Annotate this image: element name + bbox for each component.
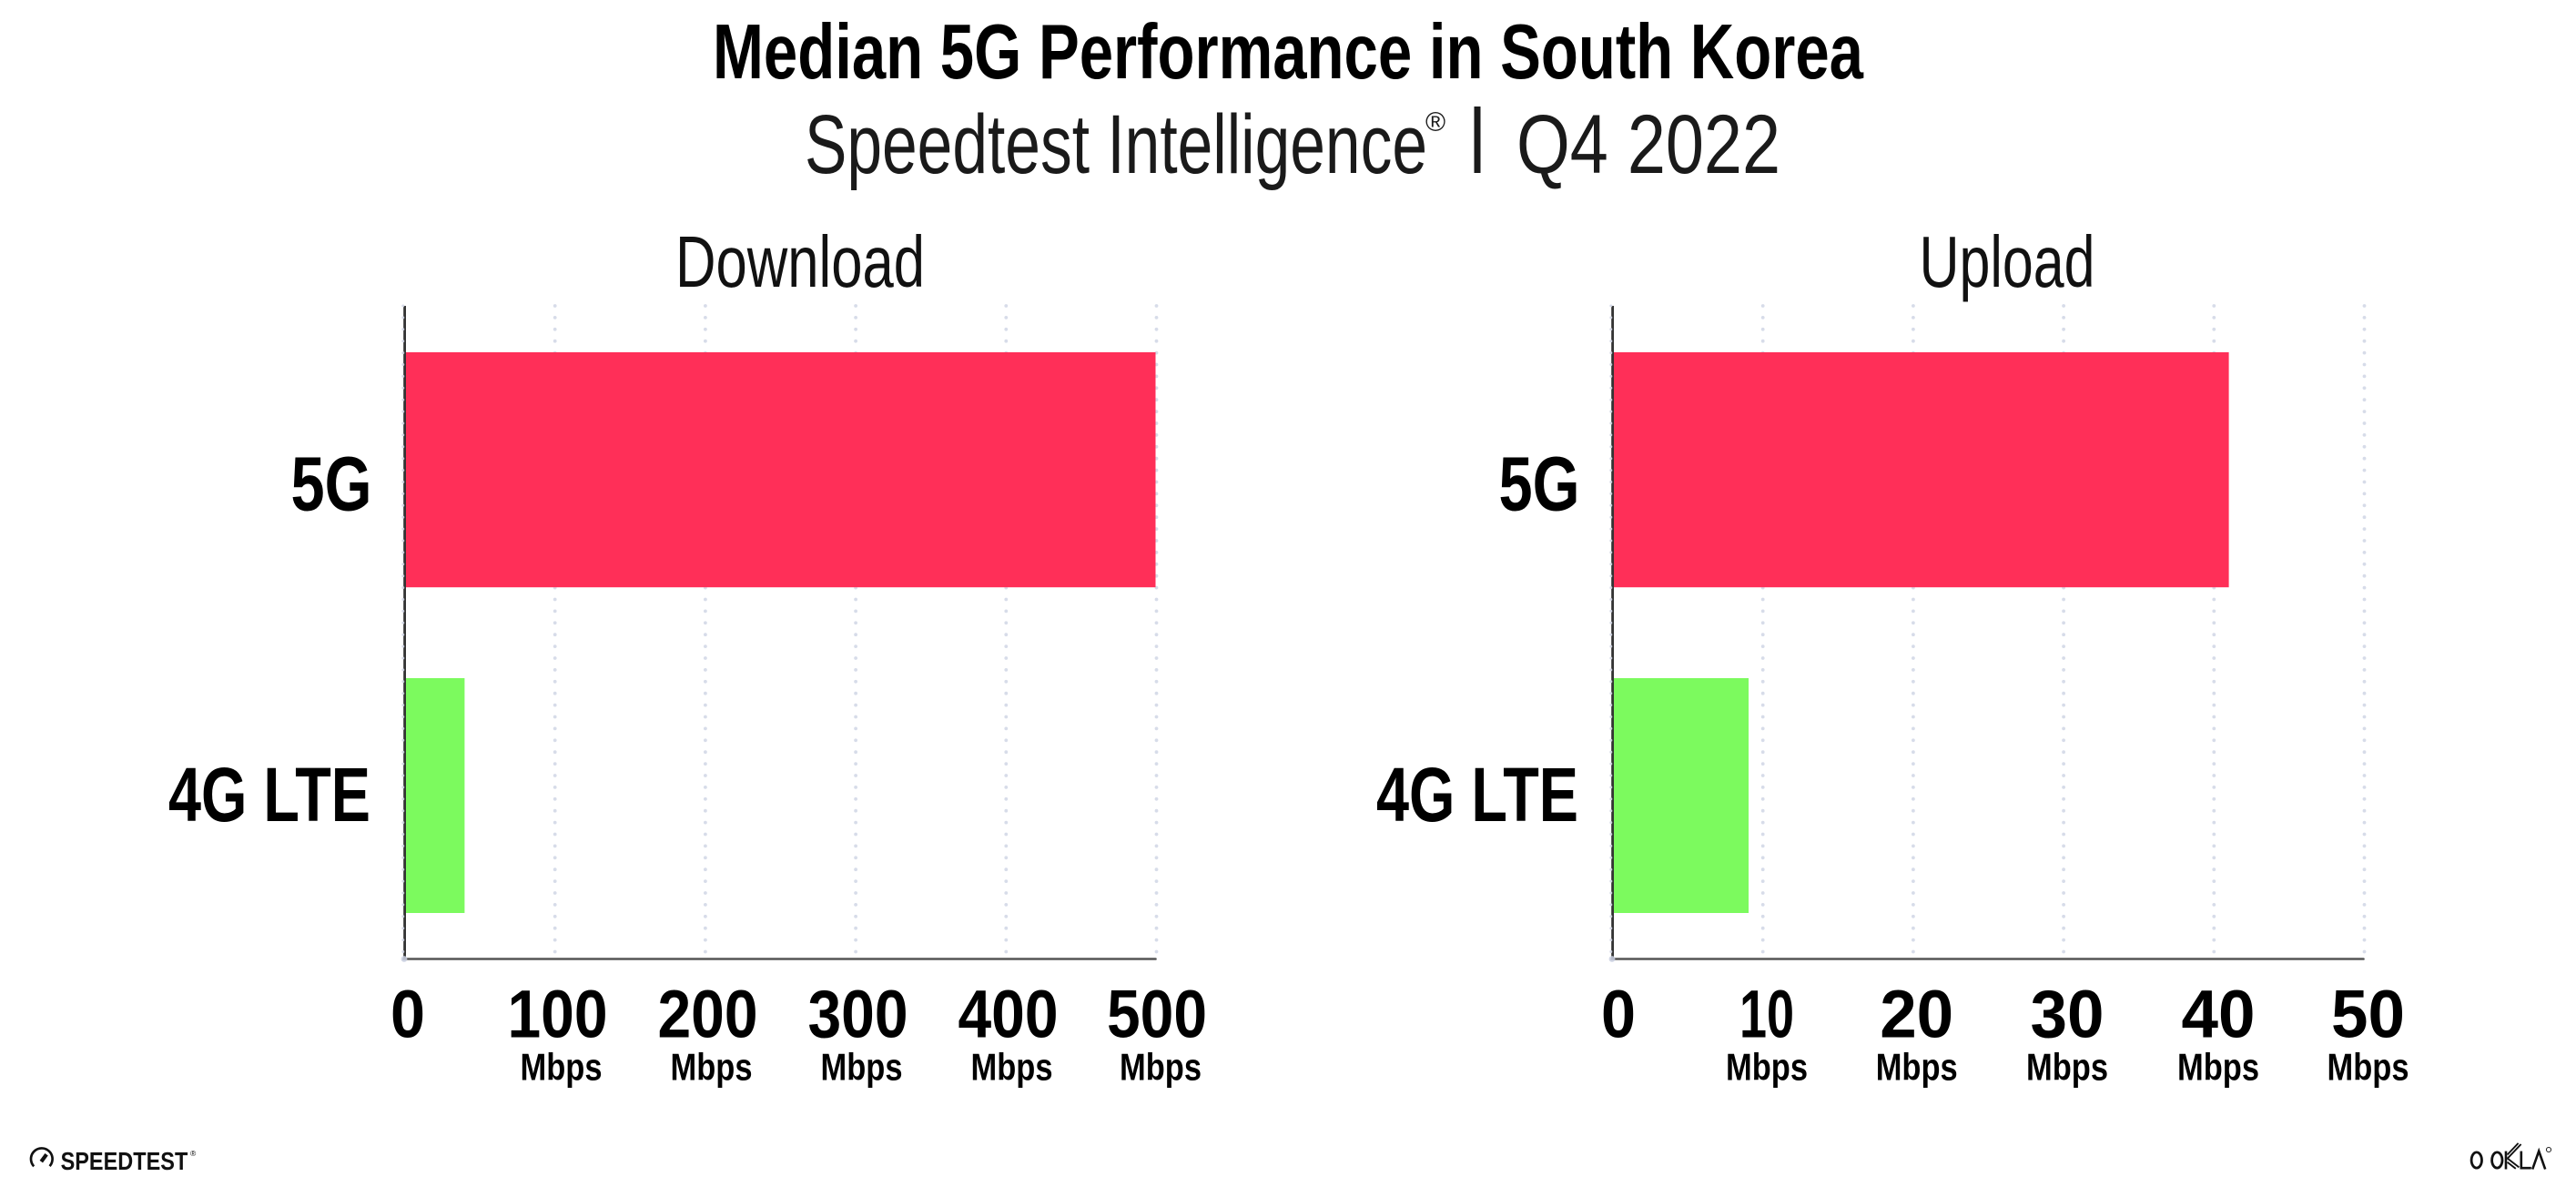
svg-text:20: 20	[1880, 977, 1953, 1052]
svg-text:Mbps: Mbps	[2328, 1046, 2409, 1089]
svg-text:4G LTE: 4G LTE	[1376, 752, 1578, 837]
svg-text:40: 40	[2182, 977, 2256, 1052]
svg-text:®: ®	[190, 1149, 197, 1158]
svg-text:Mbps: Mbps	[1876, 1046, 1958, 1089]
svg-text:Mbps: Mbps	[971, 1046, 1053, 1089]
svg-text:0: 0	[1601, 977, 1636, 1052]
svg-text:Mbps: Mbps	[521, 1046, 603, 1089]
svg-text:Mbps: Mbps	[2177, 1046, 2259, 1089]
svg-text:300: 300	[808, 977, 908, 1052]
svg-text:Mbps: Mbps	[2026, 1046, 2108, 1089]
svg-text:200: 200	[658, 977, 758, 1052]
svg-text:30: 30	[2031, 977, 2104, 1052]
svg-text:0: 0	[390, 977, 425, 1052]
svg-text:Mbps: Mbps	[671, 1046, 753, 1089]
svg-text:Mbps: Mbps	[1726, 1046, 1808, 1089]
svg-text:®: ®	[1425, 107, 1445, 137]
svg-text:Mbps: Mbps	[1120, 1046, 1202, 1089]
svg-text:Mbps: Mbps	[821, 1046, 903, 1089]
svg-text:Download: Download	[675, 221, 925, 302]
svg-text:100: 100	[508, 977, 608, 1052]
svg-text:SPEEDTEST: SPEEDTEST	[61, 1147, 188, 1175]
svg-text:Median 5G Performance in South: Median 5G Performance in South Korea	[713, 9, 1864, 96]
svg-text:Upload: Upload	[1920, 221, 2095, 302]
svg-text:500: 500	[1107, 977, 1207, 1052]
svg-text:5G: 5G	[1499, 441, 1580, 527]
svg-text:5G: 5G	[291, 441, 372, 527]
svg-text:50: 50	[2331, 977, 2405, 1052]
svg-text:10: 10	[1739, 977, 1794, 1052]
svg-text:4G LTE: 4G LTE	[168, 752, 370, 837]
svg-text:Speedtest Intelligence: Speedtest Intelligence	[805, 98, 1427, 191]
svg-text:Q4 2022: Q4 2022	[1516, 98, 1780, 191]
svg-text:400: 400	[958, 977, 1059, 1052]
